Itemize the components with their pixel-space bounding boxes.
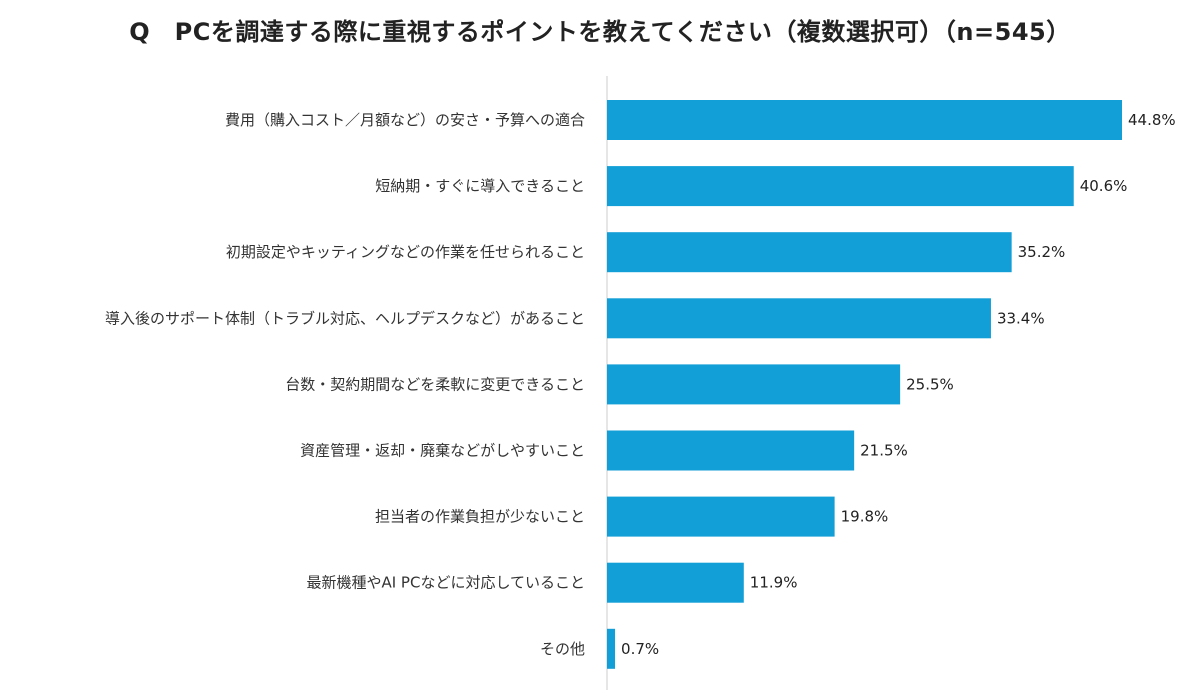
- value-label-2: 40.6%: [1080, 177, 1128, 195]
- category-label-6: 資産管理・返却・廃棄などがしやすいこと: [300, 442, 585, 460]
- bar-1: [607, 100, 1122, 140]
- category-label-9: その他: [540, 640, 585, 658]
- category-label-1: 費用（購入コスト／月額など）の安さ・予算への適合: [225, 111, 585, 129]
- category-label-3: 初期設定やキッティングなどの作業を任せられること: [226, 243, 585, 261]
- bar-5: [607, 364, 901, 405]
- bar-7: [607, 496, 835, 537]
- bar-8: [607, 562, 744, 603]
- category-label-2: 短納期・すぐに導入できること: [375, 177, 585, 195]
- category-label-7: 担当者の作業負担が少ないこと: [375, 508, 585, 526]
- value-label-7: 19.8%: [841, 508, 889, 526]
- value-label-5: 25.5%: [906, 375, 954, 393]
- category-label-5: 台数・契約期間などを柔軟に変更できること: [285, 375, 585, 393]
- value-label-4: 33.4%: [997, 309, 1045, 327]
- category-label-4: 導入後のサポート体制（トラブル対応、ヘルプデスクなど）があること: [105, 309, 585, 327]
- value-label-group: 44.8% 40.6% 35.2% 33.4% 25.5% 21.5% 19.8% 11.9%…: [621, 111, 1176, 658]
- value-label-3: 35.2%: [1018, 243, 1066, 261]
- chart-title: Q PCを調達する際に重視するポイントを教えてください（複数選択可）（n=545…: [129, 18, 1071, 46]
- bar-6: [607, 430, 855, 471]
- category-label-8: 最新機種やAI PCなどに対応していること: [306, 574, 585, 592]
- bar-3: [607, 232, 1012, 273]
- category-label-group: 費用（購入コスト／月額など）の安さ・予算への適合短納期・すぐに導入できること初期…: [105, 111, 585, 658]
- bar-9: [607, 628, 616, 669]
- value-label-8: 11.9%: [750, 574, 798, 592]
- bar-4: [607, 298, 991, 339]
- value-label-9: 0.7%: [621, 640, 659, 658]
- bar-group: [607, 100, 1122, 669]
- value-label-6: 21.5%: [860, 442, 908, 460]
- value-label-1: 44.8%: [1128, 111, 1176, 129]
- bar-2: [607, 166, 1074, 207]
